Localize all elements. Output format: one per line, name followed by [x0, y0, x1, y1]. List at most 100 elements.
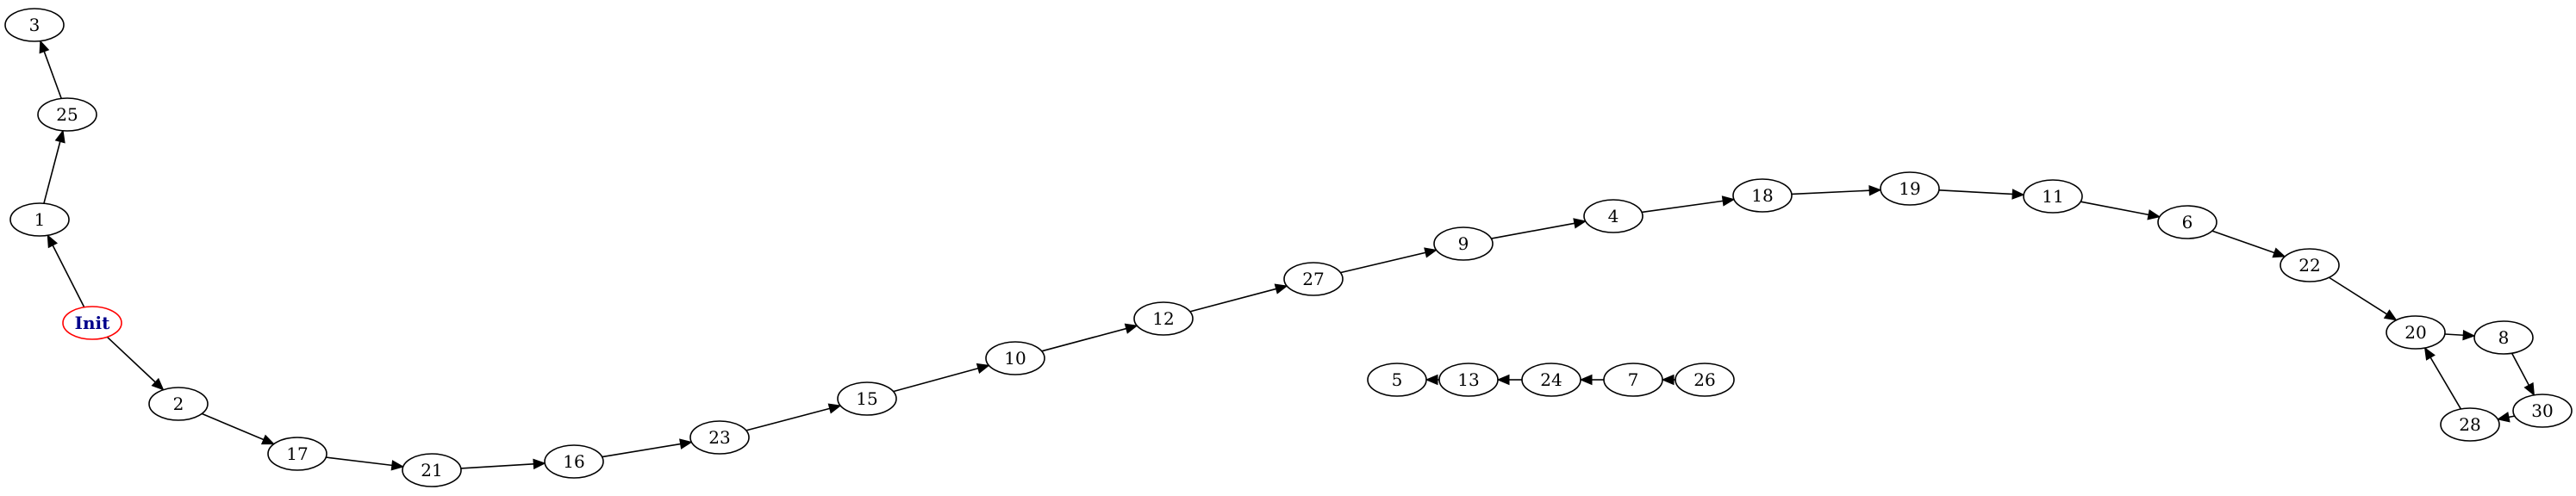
edge-line — [2211, 230, 2275, 254]
edge-12-to-27 — [1189, 283, 1288, 313]
node-13[interactable]: 13 — [1438, 363, 1499, 397]
node-28[interactable]: 28 — [2440, 407, 2500, 442]
arrowhead-icon — [1124, 323, 1138, 334]
edge-line — [1189, 288, 1276, 313]
edge-8-to-30 — [2511, 352, 2535, 396]
node-5[interactable]: 5 — [1367, 363, 1427, 397]
node-6[interactable]: 6 — [2157, 205, 2217, 239]
arrowhead-icon — [1496, 374, 1510, 386]
edge-13-to-5 — [1425, 374, 1439, 386]
node-label: 30 — [2531, 400, 2553, 421]
node-layer: Init 1 25 3 2 17 21 16 23 15 10 12 27 9 4 18 19 11 6 22 20 8 3… — [4, 8, 2573, 487]
node-22[interactable]: 22 — [2280, 248, 2340, 282]
edge-line — [1491, 222, 1575, 239]
node-8[interactable]: 8 — [2473, 320, 2534, 355]
node-4[interactable]: 4 — [1583, 199, 1644, 233]
node-11[interactable]: 11 — [2023, 179, 2083, 214]
node-10[interactable]: 10 — [985, 341, 1045, 375]
edge-line — [43, 141, 61, 204]
arrowhead-icon — [2496, 412, 2511, 423]
node-ellipse — [985, 341, 1045, 375]
node-ellipse — [2512, 394, 2573, 428]
edge-19-to-11 — [1938, 189, 2025, 200]
arrowhead-icon — [390, 460, 405, 471]
edge-layer — [39, 40, 2535, 471]
node-17[interactable]: 17 — [267, 437, 327, 471]
edge-23-to-15 — [745, 403, 842, 431]
edge-line — [43, 51, 62, 99]
node-label: 24 — [1540, 369, 1562, 390]
node-9[interactable]: 9 — [1433, 226, 1494, 261]
node-label: 13 — [1457, 369, 1479, 390]
node-ellipse — [1521, 363, 1581, 397]
edge-line — [2080, 201, 2149, 216]
node-7[interactable]: 7 — [1603, 363, 1663, 397]
edge-4-to-18 — [1641, 195, 1736, 214]
arrowhead-icon — [2383, 309, 2398, 321]
edge-2-to-17 — [201, 412, 275, 445]
edge-Init-to-2 — [106, 336, 165, 391]
node-ellipse — [689, 420, 750, 455]
node-12[interactable]: 12 — [1133, 301, 1194, 336]
node-Init[interactable]: Init — [62, 306, 122, 340]
edge-line — [52, 245, 85, 308]
node-ellipse — [2386, 315, 2446, 350]
node-ellipse — [402, 453, 462, 487]
node-18[interactable]: 18 — [1732, 178, 1793, 213]
node-ellipse — [1732, 178, 1793, 213]
edge-line — [2508, 415, 2515, 418]
arrowhead-icon — [2147, 209, 2161, 220]
node-label: 25 — [56, 104, 78, 125]
node-ellipse — [2440, 407, 2500, 442]
node-19[interactable]: 19 — [1880, 171, 1940, 206]
arrowhead-icon — [1661, 374, 1675, 386]
node-label: 18 — [1751, 185, 1773, 206]
arrowhead-icon — [47, 234, 58, 249]
edge-27-to-9 — [1340, 247, 1438, 274]
edge-7-to-24 — [1579, 374, 1604, 386]
edge-line — [106, 336, 156, 383]
edge-line — [326, 456, 392, 467]
node-label: 7 — [1628, 369, 1639, 390]
node-label: 11 — [2042, 186, 2063, 207]
node-label: Init — [75, 313, 110, 333]
node-ellipse — [1583, 199, 1644, 233]
node-label: 12 — [1152, 308, 1174, 329]
node-21[interactable]: 21 — [402, 453, 462, 487]
node-ellipse — [837, 381, 897, 416]
node-ellipse — [1675, 363, 1735, 397]
edge-11-to-6 — [2080, 201, 2161, 220]
node-label: 6 — [2182, 212, 2193, 232]
arrowhead-icon — [54, 129, 65, 144]
node-ellipse — [544, 444, 604, 479]
node-2[interactable]: 2 — [148, 387, 209, 421]
edge-10-to-12 — [1041, 323, 1138, 352]
node-label: 19 — [1899, 178, 1920, 199]
node-ellipse — [1880, 171, 1940, 206]
node-24[interactable]: 24 — [1521, 363, 1581, 397]
edge-line — [893, 368, 979, 393]
arrowhead-icon — [1579, 374, 1593, 386]
node-26[interactable]: 26 — [1675, 363, 1735, 397]
node-27[interactable]: 27 — [1283, 262, 1344, 296]
node-20[interactable]: 20 — [2386, 315, 2446, 350]
node-15[interactable]: 15 — [837, 381, 897, 416]
edge-26-to-7 — [1661, 374, 1675, 386]
node-label: 22 — [2298, 255, 2320, 276]
node-ellipse — [4, 8, 65, 42]
node-3[interactable]: 3 — [4, 8, 65, 42]
node-ellipse — [9, 202, 70, 237]
arrowhead-icon — [2523, 381, 2535, 396]
arrowhead-icon — [1425, 374, 1438, 386]
node-ellipse — [37, 97, 97, 132]
node-label: 10 — [1004, 348, 1026, 369]
node-25[interactable]: 25 — [37, 97, 97, 132]
edge-line — [2429, 356, 2462, 410]
node-label: 26 — [1693, 369, 1715, 390]
node-30[interactable]: 30 — [2512, 394, 2573, 428]
node-1[interactable]: 1 — [9, 202, 70, 237]
node-23[interactable]: 23 — [689, 420, 750, 455]
node-16[interactable]: 16 — [544, 444, 604, 479]
arrowhead-icon — [2012, 189, 2025, 200]
edge-30-to-28 — [2496, 412, 2515, 423]
